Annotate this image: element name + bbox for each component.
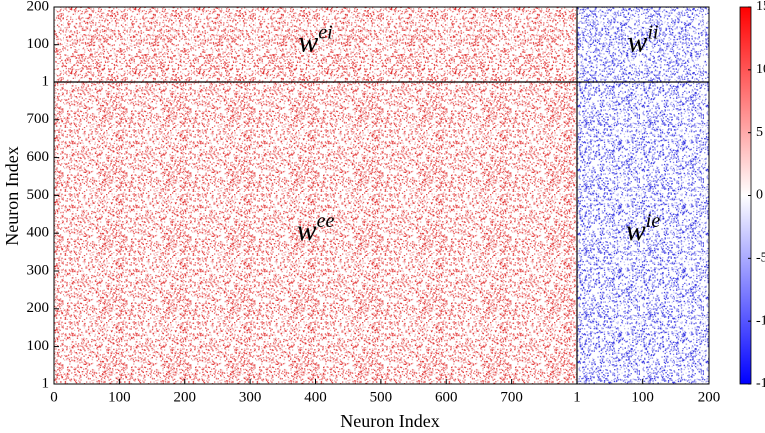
blocks [54, 7, 709, 384]
colorbar-tick-label: 5 [756, 125, 763, 140]
x-tick-label: 600 [435, 389, 458, 405]
heatmap-block [577, 7, 709, 82]
heatmap-block [577, 82, 709, 384]
y-tick-label: 700 [27, 111, 50, 127]
colorbar-tick-label: -10 [756, 313, 765, 328]
block-superscript: ie [646, 210, 661, 232]
x-tick-label: 300 [239, 389, 262, 405]
block-symbol: w [627, 25, 647, 58]
block-symbol: w [298, 25, 318, 58]
y-tick-label: 500 [27, 187, 50, 203]
x-tick-label: 200 [174, 389, 197, 405]
colorbar-tick-label: -15 [756, 376, 765, 391]
heatmap-block [54, 7, 577, 82]
y-tick-label: 200 [27, 300, 50, 316]
y-tick-label: 200 [27, 0, 50, 14]
colorbar-tick-label: -5 [756, 251, 765, 266]
block-symbol: w [297, 214, 317, 247]
y-tick-label: 300 [27, 262, 50, 278]
y-axis-label: Neuron Index [2, 146, 22, 245]
y-tick-label: 400 [27, 225, 50, 241]
block-superscript: ii [647, 21, 658, 43]
x-tick-label: 100 [631, 389, 654, 405]
colorbar-tick-label: 15 [756, 0, 765, 14]
x-tick-label: 500 [370, 389, 393, 405]
y-tick-label: 600 [27, 149, 50, 165]
block-superscript: ee [317, 210, 335, 232]
heatmap-block [54, 82, 577, 384]
y-tick-label: 1 [42, 375, 50, 391]
block-label: wei [298, 21, 332, 58]
x-tick-label: 700 [500, 389, 523, 405]
block-label: wee [297, 210, 335, 247]
y-tick-label: 1 [42, 73, 50, 89]
x-tick-label: 0 [50, 389, 58, 405]
colorbar-tick-label: 0 [756, 188, 763, 203]
block-superscript: ei [318, 21, 332, 43]
x-tick-label: 400 [304, 389, 327, 405]
block-symbol: w [626, 214, 646, 247]
block-label: wie [626, 210, 661, 247]
colorbar-tick-label: 10 [756, 62, 765, 77]
y-tick-label: 100 [27, 36, 50, 52]
y-tick-label: 100 [27, 338, 50, 354]
x-axis-label: Neuron Index [340, 411, 439, 431]
block-label: wii [627, 21, 658, 58]
x-tick-label: 200 [698, 389, 721, 405]
x-tick-label: 1 [573, 389, 581, 405]
x-tick-label: 100 [108, 389, 131, 405]
